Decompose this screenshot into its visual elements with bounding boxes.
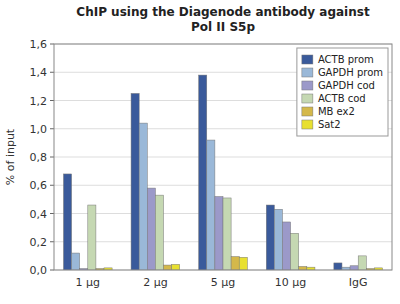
legend-swatch bbox=[302, 120, 313, 129]
bar bbox=[131, 93, 139, 270]
bar bbox=[223, 198, 231, 270]
bar bbox=[63, 174, 71, 270]
bar bbox=[358, 256, 366, 270]
title-line: Pol II S5p bbox=[191, 20, 255, 34]
x-tick-label: 5 μg bbox=[211, 276, 235, 289]
y-tick-label: 0,0 bbox=[30, 264, 48, 277]
y-tick-label: 0,6 bbox=[30, 179, 48, 192]
x-tick-label: 2 μg bbox=[143, 276, 167, 289]
bar bbox=[274, 209, 282, 270]
y-tick-label: 1,6 bbox=[30, 38, 48, 51]
legend-label: ACTB prom bbox=[318, 54, 374, 65]
y-tick bbox=[50, 241, 54, 242]
y-tick bbox=[50, 100, 54, 101]
grid-line bbox=[54, 185, 392, 186]
bar bbox=[266, 205, 274, 270]
legend-swatch bbox=[302, 68, 313, 77]
plot-frame bbox=[54, 44, 392, 270]
bar bbox=[72, 253, 80, 270]
bar bbox=[282, 222, 290, 270]
bar bbox=[350, 266, 358, 270]
y-axis-label: % of input bbox=[4, 128, 17, 185]
bar bbox=[199, 75, 207, 270]
y-tick-label: 0,2 bbox=[30, 236, 48, 249]
bar bbox=[164, 265, 172, 270]
chart: ChIP using the Diagenode antibody agains… bbox=[0, 0, 400, 304]
bar bbox=[207, 140, 215, 270]
legend-swatch bbox=[302, 94, 313, 103]
title: ChIP using the Diagenode antibody agains… bbox=[76, 5, 370, 34]
bar bbox=[155, 195, 163, 270]
y-tick bbox=[50, 44, 54, 45]
bar bbox=[239, 257, 247, 270]
bar bbox=[299, 266, 307, 270]
bar bbox=[334, 263, 342, 270]
x-tick-label: 10 μg bbox=[275, 276, 306, 289]
legend: ACTB prom GAPDH prom GAPDH cod ACTB cod MB e… bbox=[297, 48, 388, 136]
legend-label: GAPDH cod bbox=[318, 80, 375, 91]
bar bbox=[231, 257, 239, 270]
legend-swatch bbox=[302, 107, 313, 116]
bar bbox=[172, 264, 180, 270]
grid bbox=[54, 44, 392, 270]
x-tick-label: IgG bbox=[349, 276, 368, 289]
y-tick bbox=[50, 270, 54, 271]
bar bbox=[147, 188, 155, 270]
y-tick bbox=[50, 72, 54, 73]
bar bbox=[139, 123, 147, 270]
y-tick bbox=[50, 128, 54, 129]
y-tick-label: 0,8 bbox=[30, 151, 48, 164]
legend-label: GAPDH prom bbox=[318, 67, 383, 78]
legend-swatch bbox=[302, 81, 313, 90]
y-tick-label: 1,4 bbox=[30, 66, 48, 79]
x-tick-label: 1 μg bbox=[76, 276, 100, 289]
y-tick bbox=[50, 157, 54, 158]
legend-frame bbox=[297, 48, 388, 136]
y-tick-label: 1,0 bbox=[30, 123, 48, 136]
legend-label: Sat2 bbox=[318, 119, 341, 130]
title-line: ChIP using the Diagenode antibody agains… bbox=[76, 5, 370, 19]
grid-line bbox=[54, 157, 392, 158]
bar bbox=[88, 205, 96, 270]
legend-label: MB ex2 bbox=[318, 106, 355, 117]
y-tick-label: 1,2 bbox=[30, 95, 48, 108]
y-tick bbox=[50, 185, 54, 186]
legend-label: ACTB cod bbox=[318, 93, 366, 104]
bar bbox=[291, 233, 299, 270]
bar bbox=[215, 197, 223, 270]
legend-swatch bbox=[302, 55, 313, 64]
y-tick bbox=[50, 213, 54, 214]
y-tick-label: 0,4 bbox=[30, 208, 48, 221]
